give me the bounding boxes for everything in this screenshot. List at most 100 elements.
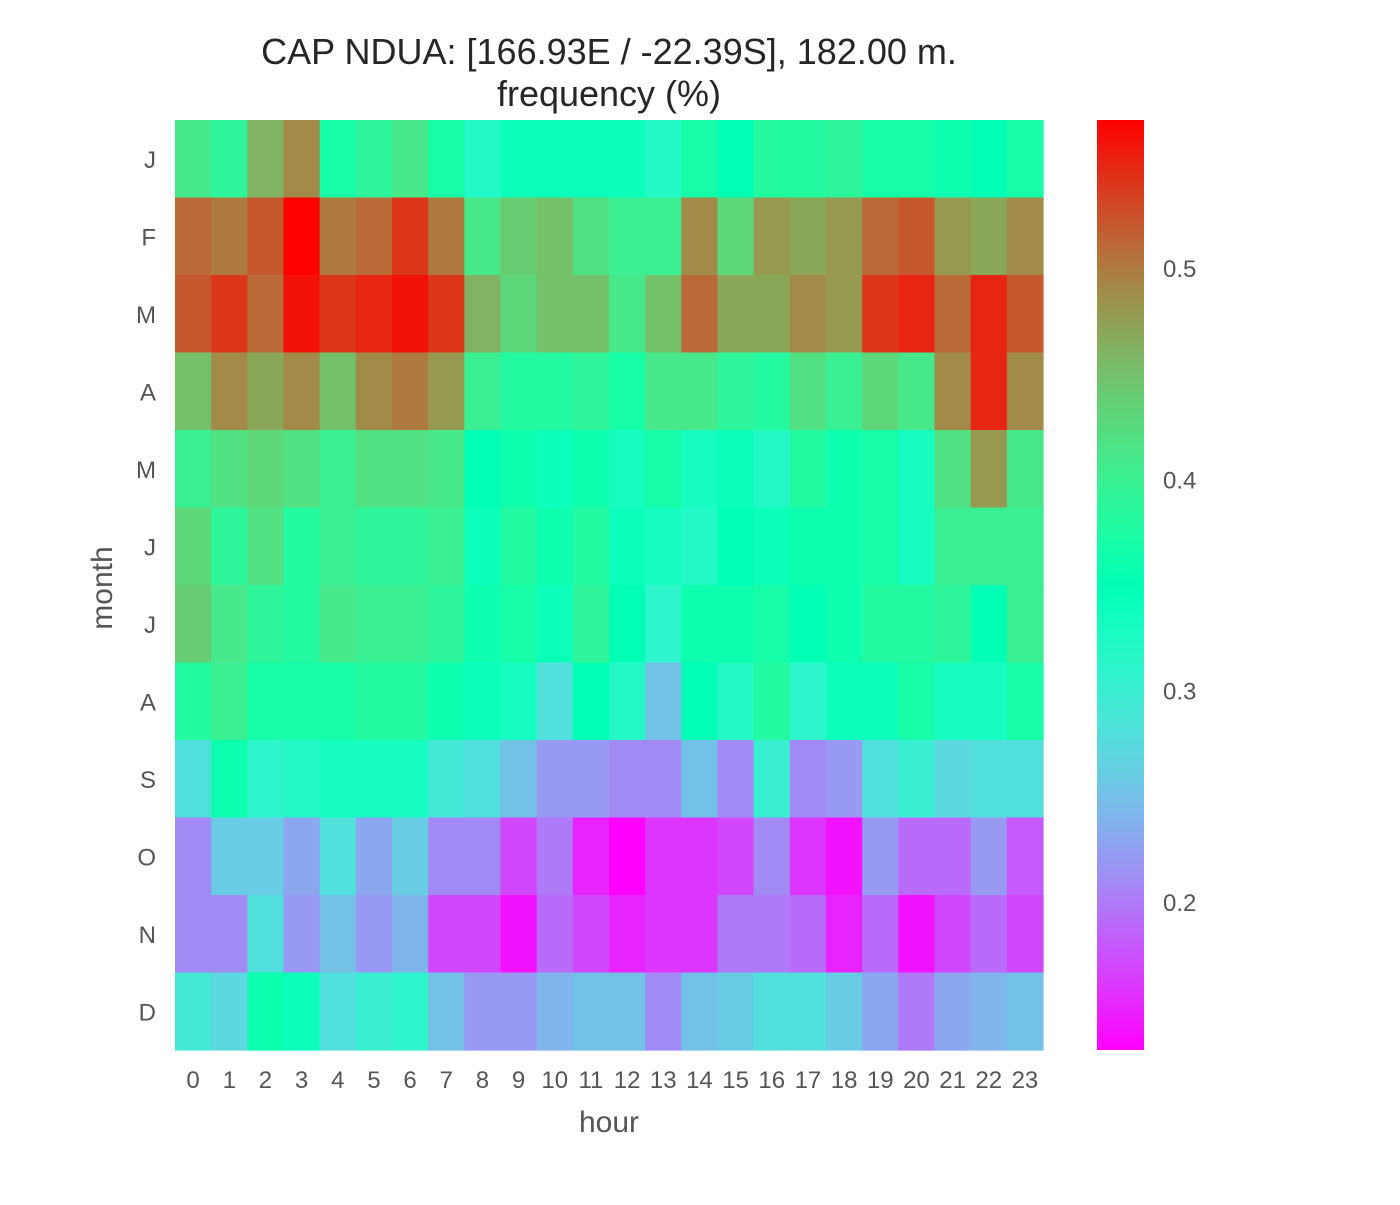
y-tick-labels: J F M A M J J A S O N D: [136, 147, 156, 1027]
heatmap-cell: [319, 430, 357, 509]
x-tick-label: 12: [614, 1067, 641, 1094]
x-tick-label: 6: [403, 1067, 416, 1094]
heatmap-cell: [609, 197, 646, 276]
heatmap-cell: [500, 197, 538, 276]
heatmap-cell: [609, 740, 646, 819]
heatmap-cell: [464, 895, 502, 974]
heatmap-cell: [826, 352, 863, 431]
heatmap-cell: [392, 120, 429, 199]
heatmap-cell: [898, 352, 936, 431]
heatmap-cell: [862, 430, 899, 509]
heatmap-cell: [355, 662, 393, 741]
heatmap-cell: [355, 895, 393, 974]
heatmap-cell: [572, 585, 610, 664]
heatmap-cell: [175, 197, 212, 276]
heatmap-cell: [500, 895, 538, 974]
heatmap-cell: [355, 197, 393, 276]
heatmap-cell: [247, 507, 285, 586]
heatmap-cell: [753, 662, 791, 741]
x-tick-label: 21: [939, 1067, 966, 1094]
heatmap-cell: [428, 662, 465, 741]
heatmap-cell: [319, 352, 357, 431]
y-tick-label: N: [139, 922, 156, 949]
heatmap-cell: [609, 352, 646, 431]
heatmap-cell: [645, 740, 682, 819]
x-tick-label: 8: [476, 1067, 489, 1094]
heatmap-cell: [247, 662, 285, 741]
heatmap-cell: [1006, 585, 1044, 664]
heatmap-cell: [717, 585, 755, 664]
heatmap-cell: [970, 972, 1008, 1051]
heatmap-cell: [898, 507, 936, 586]
heatmap-cell: [753, 740, 791, 819]
heatmap-cell: [211, 740, 248, 819]
heatmap-cell: [934, 895, 972, 974]
heatmap-cell: [645, 430, 682, 509]
heatmap-cell: [789, 275, 827, 354]
heatmap-cell: [934, 662, 972, 741]
heatmap-cell: [717, 740, 755, 819]
heatmap-cell: [645, 972, 682, 1051]
heatmap-cell: [392, 895, 429, 974]
heatmap-cell: [464, 430, 502, 509]
heatmap-cell: [572, 972, 610, 1051]
heatmap-cell: [211, 662, 248, 741]
heatmap-cell: [211, 352, 248, 431]
heatmap-cell: [753, 585, 791, 664]
heatmap-cell: [898, 275, 936, 354]
x-tick-label: 5: [367, 1067, 380, 1094]
heatmap-cell: [283, 275, 321, 354]
heatmap-cell: [609, 507, 646, 586]
heatmap-cell: [609, 585, 646, 664]
heatmap-cell: [211, 275, 248, 354]
heatmap-cell: [789, 662, 827, 741]
y-tick-label: J: [144, 534, 156, 561]
heatmap-cell: [211, 972, 248, 1051]
heatmap-cell: [464, 817, 502, 896]
x-tick-label: 17: [795, 1067, 822, 1094]
heatmap-cell: [211, 585, 248, 664]
heatmap-cell: [609, 430, 646, 509]
heatmap-cell: [645, 585, 682, 664]
heatmap-cell: [862, 662, 899, 741]
heatmap-cell: [862, 507, 899, 586]
x-tick-label: 10: [541, 1067, 568, 1094]
heatmap-cell: [826, 585, 863, 664]
heatmap-cell: [717, 895, 755, 974]
heatmap-cell: [970, 662, 1008, 741]
heatmap-cell: [500, 275, 538, 354]
x-tick-label: 14: [686, 1067, 713, 1094]
heatmap-cell: [970, 585, 1008, 664]
heatmap-cell: [898, 740, 936, 819]
heatmap-cell: [1006, 740, 1044, 819]
heatmap-cell: [645, 662, 682, 741]
heatmap-cell: [572, 817, 610, 896]
heatmap-cell: [681, 585, 719, 664]
heatmap-cell: [970, 817, 1008, 896]
colorbar-tick-label: 0.2: [1163, 890, 1196, 917]
heatmap-cell: [826, 895, 863, 974]
heatmap-cell: [789, 817, 827, 896]
heatmap-cell: [862, 352, 899, 431]
heatmap-cell: [717, 662, 755, 741]
heatmap-cell: [464, 972, 502, 1051]
x-tick-label: 2: [259, 1067, 272, 1094]
heatmap-cell: [175, 895, 212, 974]
heatmap-cell: [717, 275, 755, 354]
heatmap-cell: [645, 120, 682, 199]
heatmap-cell: [283, 430, 321, 509]
heatmap-cell: [247, 817, 285, 896]
heatmap-cell: [753, 507, 791, 586]
heatmap-cell: [826, 740, 863, 819]
heatmap-cell: [717, 972, 755, 1051]
heatmap-cell: [428, 430, 465, 509]
heatmap-cell: [717, 197, 755, 276]
heatmap-cell: [934, 817, 972, 896]
heatmap-cell: [572, 197, 610, 276]
heatmap-cell: [934, 120, 972, 199]
heatmap-cell: [681, 817, 719, 896]
heatmap-cell: [175, 430, 212, 509]
heatmap-cell: [500, 817, 538, 896]
heatmap-cell: [355, 275, 393, 354]
